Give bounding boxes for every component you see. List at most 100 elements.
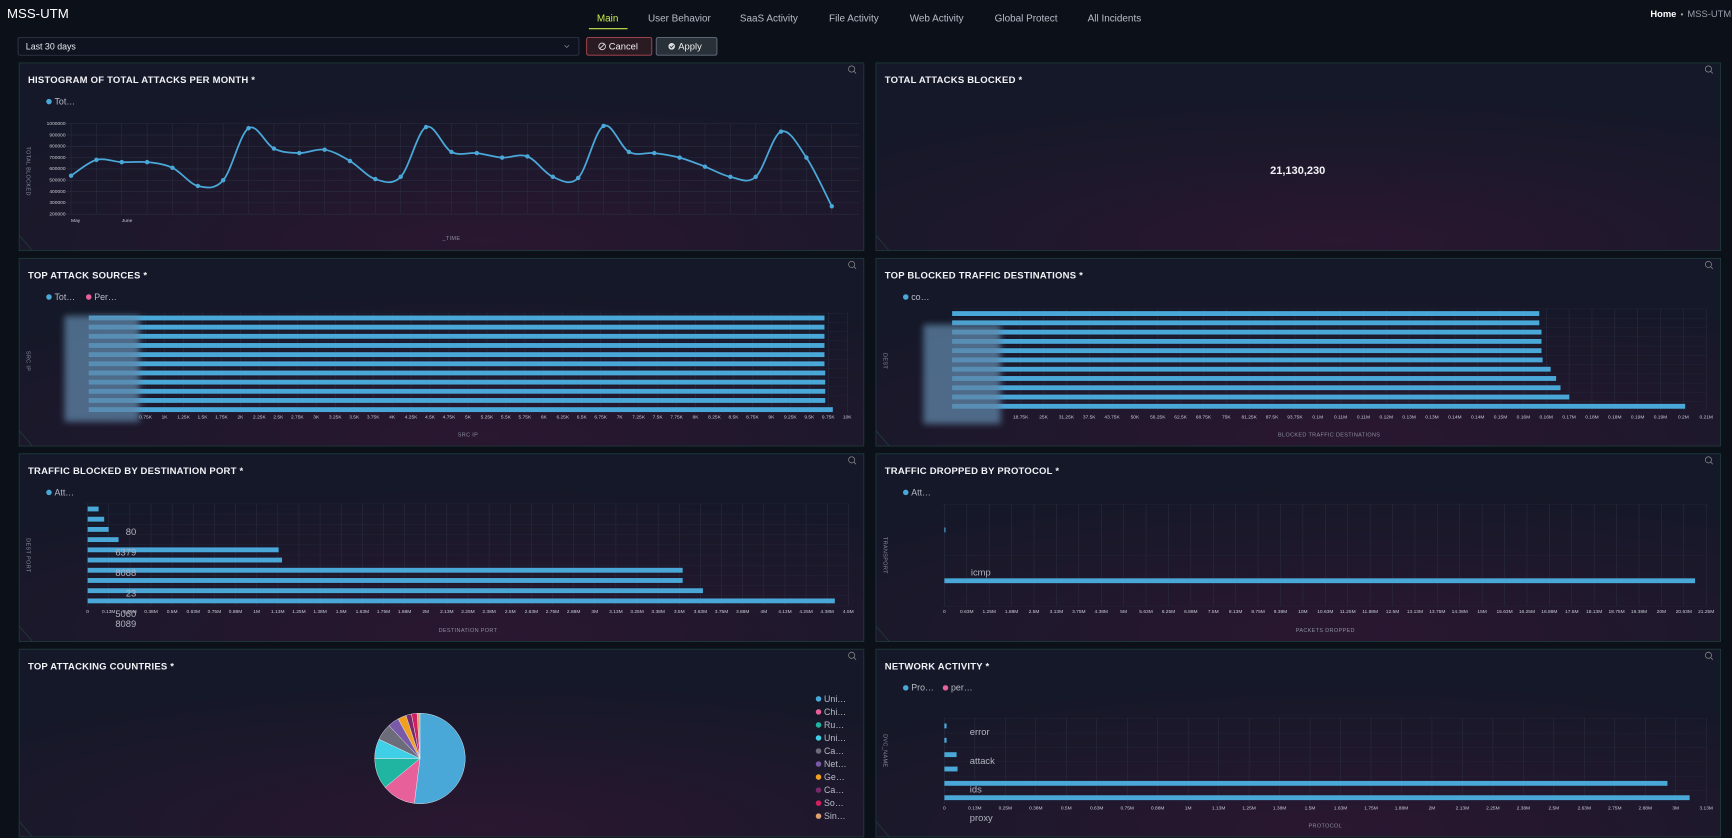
x-axis-label: PROTOCOL <box>1309 823 1343 829</box>
x-tick-label: 0.21M <box>1699 415 1712 421</box>
x-tick-label: 0.18M <box>1585 415 1598 421</box>
bar <box>952 403 1686 409</box>
x-tick-label: 0.75M <box>1120 805 1133 811</box>
bar <box>87 578 683 583</box>
panel-corner <box>875 625 890 642</box>
line-point <box>778 129 784 134</box>
nav-tab[interactable]: All Incidents <box>1088 13 1142 24</box>
legend-label: Ge… <box>824 772 845 782</box>
x-tick-label: 8.25K <box>708 415 721 421</box>
x-tick-label: 1.75M <box>377 609 390 615</box>
x-tick-label: 0.63M <box>1090 805 1103 811</box>
legend-label: Chi… <box>824 707 846 717</box>
x-tick-label: 0.38M <box>144 609 157 615</box>
x-tick-label: 0.11M <box>1357 415 1370 421</box>
legend-swatch <box>815 813 822 819</box>
apply-button[interactable] <box>655 37 718 56</box>
legend-swatch <box>902 489 909 496</box>
legend-label: Att… <box>54 487 74 497</box>
x-tick-label: 15M <box>1477 609 1486 615</box>
x-tick-label: 10K <box>843 415 852 421</box>
x-tick-label: 3.5M <box>674 609 685 615</box>
x-tick-label: 3.63M <box>694 609 707 615</box>
x-tick-label: 1.25K <box>177 415 190 421</box>
x-tick-label: 2.25K <box>253 415 266 421</box>
legend-swatch <box>902 685 909 691</box>
nav-tab[interactable]: Web Activity <box>910 13 964 24</box>
x-tick-label: 0 <box>943 805 946 811</box>
x-tick-label: 2K <box>237 415 244 421</box>
search-icon[interactable] <box>848 651 856 659</box>
search-icon <box>853 461 857 465</box>
breadcrumb-home[interactable]: Home <box>1650 9 1676 19</box>
category-label: 23 <box>126 588 136 598</box>
legend-label: Att… <box>911 487 931 497</box>
bar <box>952 376 1557 381</box>
x-tick-label: 4M <box>760 609 767 615</box>
x-tick-label: 1.88M <box>1395 805 1408 811</box>
x-tick-label: 6.5K <box>577 415 588 421</box>
search-icon[interactable] <box>848 65 856 73</box>
x-tick-label: 0.88M <box>1151 805 1164 811</box>
search-icon[interactable] <box>1704 65 1712 73</box>
x-tick-label: 2.75K <box>291 415 304 421</box>
x-tick-label: 2.75M <box>546 609 559 615</box>
time-range-select[interactable] <box>17 37 580 56</box>
x-axis-label: BLOCKED TRAFFIC DESTINATIONS <box>1278 432 1380 438</box>
bar <box>87 598 835 604</box>
nav-tab[interactable]: SaaS Activity <box>740 13 798 24</box>
x-tick-label: 4.25K <box>405 415 418 421</box>
y-tick-label: 1000000 <box>47 121 66 127</box>
line-point <box>728 174 733 180</box>
nav-tab[interactable]: User Behavior <box>648 13 712 24</box>
cancel-icon <box>599 43 605 49</box>
x-tick-label: 0.11M <box>1334 415 1347 421</box>
bar <box>88 352 825 358</box>
x-tick-label: 3M <box>1672 805 1679 811</box>
legend-label: Ca… <box>824 785 844 795</box>
bar <box>87 526 109 532</box>
x-tick-label: 2.25M <box>1486 805 1499 811</box>
legend-label: Net… <box>824 759 847 769</box>
search-icon[interactable] <box>848 456 856 464</box>
x-tick-label: 0.13M <box>102 609 115 615</box>
y-axis-label: DEST <box>881 353 887 369</box>
search-icon[interactable] <box>1704 456 1712 464</box>
x-tick-label: 7.5K <box>653 415 664 421</box>
apply-icon <box>669 44 674 49</box>
panel-corner <box>875 821 890 838</box>
nav-tab[interactable]: File Activity <box>829 13 879 24</box>
x-axis-label: SRC IP <box>458 432 478 438</box>
search-icon[interactable] <box>1704 260 1712 268</box>
x-tick-label: 1.13M <box>1212 805 1225 811</box>
x-tick-label: 0.1M <box>1312 415 1323 421</box>
x-tick-label: 1.75K <box>215 415 228 421</box>
legend-swatch <box>85 294 92 300</box>
x-tick-label: June <box>122 218 133 224</box>
breadcrumb-current: MSS-UTM <box>1687 9 1731 19</box>
x-tick-label: 6.88M <box>1184 609 1197 615</box>
redacted-labels <box>923 324 1001 424</box>
y-axis-label: SRC IP <box>25 351 31 371</box>
x-tick-label: 0.38M <box>1029 805 1042 811</box>
bar <box>88 315 825 321</box>
x-tick-label: 1.38M <box>1273 805 1286 811</box>
x-tick-label: 10M <box>1298 609 1307 615</box>
line-point <box>677 155 682 160</box>
bar <box>88 407 833 413</box>
y-axis-label: DVC_NAME <box>881 734 887 767</box>
x-tick-label: 5.63M <box>1139 609 1152 615</box>
line-point <box>373 176 378 182</box>
legend-swatch <box>815 722 822 728</box>
nav-tab[interactable]: Global Protect <box>995 13 1058 24</box>
x-tick-label: 0.12M <box>1380 415 1393 421</box>
panel <box>875 648 1722 838</box>
x-tick-label: 7.75K <box>670 415 683 421</box>
search-icon[interactable] <box>1704 651 1712 659</box>
x-tick-label: 5K <box>465 415 472 421</box>
nav-tab[interactable]: Main <box>597 13 619 24</box>
cancel-button[interactable] <box>586 37 653 56</box>
legend-label: Pro… <box>911 683 934 693</box>
search-icon[interactable] <box>848 260 856 268</box>
